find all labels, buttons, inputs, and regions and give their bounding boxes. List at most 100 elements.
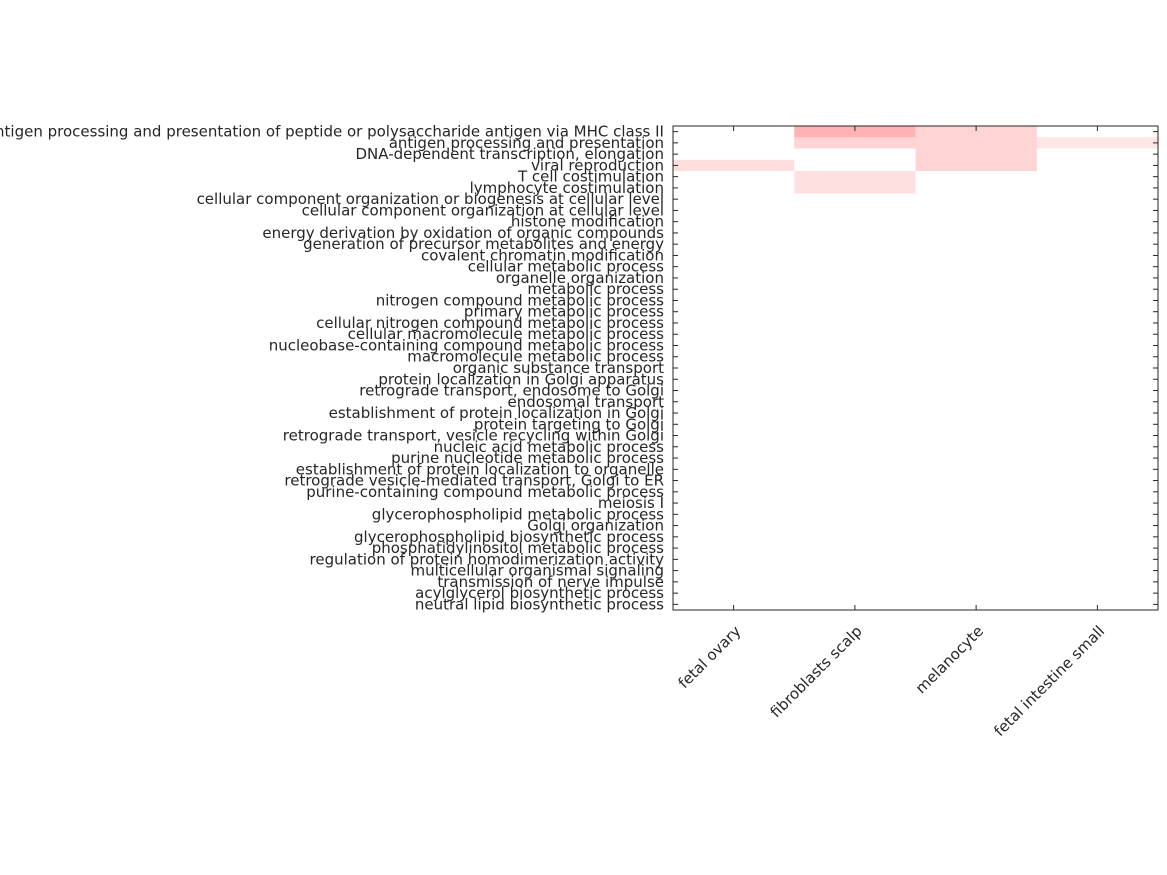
heat-cell <box>915 384 1038 397</box>
heat-cell <box>794 351 916 363</box>
heat-cell <box>794 542 916 555</box>
heat-cell <box>1036 407 1159 420</box>
heat-cell <box>1036 294 1159 307</box>
y-tick-label: endosomal transport <box>508 393 665 411</box>
heat-cell <box>1036 463 1159 476</box>
heat-cell <box>673 519 795 532</box>
heat-cell <box>673 486 795 498</box>
heat-cell <box>673 463 795 476</box>
heat-cell <box>794 204 916 217</box>
heat-cell <box>1036 159 1159 172</box>
heat-cell <box>915 362 1038 375</box>
heat-cell <box>1036 508 1159 521</box>
heat-cell <box>1036 182 1159 195</box>
heat-cell <box>1036 553 1159 566</box>
heat-cell <box>915 407 1038 420</box>
heat-cell <box>1036 171 1159 183</box>
y-tick-label: establishment of protein localization to… <box>296 460 664 478</box>
y-tick-label: retrograde vesicle-mediated transport, G… <box>284 472 664 490</box>
heat-cell <box>915 261 1038 273</box>
heat-cell <box>794 384 916 397</box>
y-tick-label: cellular nitrogen compound metabolic pro… <box>316 314 664 332</box>
heat-cell <box>1036 249 1159 262</box>
heat-cell <box>673 328 795 341</box>
heat-cell <box>673 362 795 375</box>
heat-cell <box>794 564 916 577</box>
heat-cell <box>1036 474 1159 487</box>
heat-cell <box>915 553 1038 566</box>
heat-cell <box>915 564 1038 577</box>
x-tick-label: fetal intestine small <box>990 622 1108 740</box>
heat-cell <box>1036 441 1159 453</box>
heat-cell <box>1036 137 1159 150</box>
heat-cell <box>794 407 916 420</box>
heat-cell <box>673 542 795 555</box>
heat-cell <box>794 171 916 183</box>
heat-cell <box>673 474 795 487</box>
heat-cell <box>915 328 1038 341</box>
y-tick-label: nucleic acid metabolic process <box>434 438 665 456</box>
heat-cell <box>1036 126 1159 138</box>
heat-cell <box>1036 587 1159 600</box>
heat-cell <box>673 553 795 566</box>
heat-cell <box>794 576 916 588</box>
heat-cell <box>915 126 1038 138</box>
heat-cell <box>673 148 795 161</box>
heat-cell <box>794 362 916 375</box>
heat-cell <box>915 227 1038 240</box>
heat-cell <box>1036 317 1159 330</box>
heat-cell <box>794 328 916 341</box>
heat-cell <box>1036 193 1159 206</box>
heat-cell <box>1036 204 1159 217</box>
heat-cell <box>794 339 916 352</box>
heat-cell <box>794 159 916 172</box>
heat-cell <box>673 126 795 138</box>
y-tick-label: lymphocyte costimulation <box>470 179 664 197</box>
heat-cell <box>794 587 916 600</box>
y-tick-label: antigen processing and presentation <box>389 134 664 152</box>
heat-cell <box>794 272 916 285</box>
heat-cell <box>673 396 795 408</box>
heat-cell <box>794 519 916 532</box>
heat-cell <box>1036 598 1159 611</box>
heat-cell <box>1036 564 1159 577</box>
heat-cell <box>673 407 795 420</box>
heat-cell <box>794 306 916 318</box>
heat-cell <box>794 126 916 138</box>
heat-cell <box>915 497 1038 510</box>
heat-cell <box>673 272 795 285</box>
heat-cell <box>673 339 795 352</box>
heat-cell <box>1036 542 1159 555</box>
heat-cell <box>794 182 916 195</box>
heat-cell <box>794 261 916 273</box>
heat-cell <box>673 508 795 521</box>
heat-cell <box>673 452 795 465</box>
heat-cell <box>794 317 916 330</box>
heat-cell <box>915 576 1038 588</box>
y-tick-label: organic substance transport <box>453 359 664 377</box>
heat-cell <box>915 249 1038 262</box>
y-tick-label: primary metabolic process <box>464 303 664 321</box>
y-tick-label: metabolic process <box>527 280 664 298</box>
y-tick-label: antigen processing and presentation of p… <box>0 123 664 141</box>
heat-cell <box>915 486 1038 498</box>
y-tick-label: regulation of protein homodimerization a… <box>310 550 665 568</box>
y-tick-label: acylglycerol biosynthetic process <box>415 584 664 602</box>
heat-cell <box>1036 519 1159 532</box>
heat-cell <box>915 587 1038 600</box>
heat-cell <box>794 294 916 307</box>
heat-cell <box>673 193 795 206</box>
heat-cell <box>915 159 1038 172</box>
y-tick-label: phosphatidylinositol metabolic process <box>372 539 664 557</box>
y-tick-label: organelle organization <box>496 269 664 287</box>
heat-cell <box>1036 396 1159 408</box>
heat-cell <box>794 216 916 228</box>
heat-cell <box>1036 306 1159 318</box>
y-tick-label: retrograde transport, vesicle recycling … <box>283 427 664 445</box>
heat-cell <box>1036 339 1159 352</box>
heat-cell <box>794 452 916 465</box>
heat-cell <box>915 531 1038 543</box>
heat-cell <box>673 204 795 217</box>
heat-cell <box>673 429 795 442</box>
